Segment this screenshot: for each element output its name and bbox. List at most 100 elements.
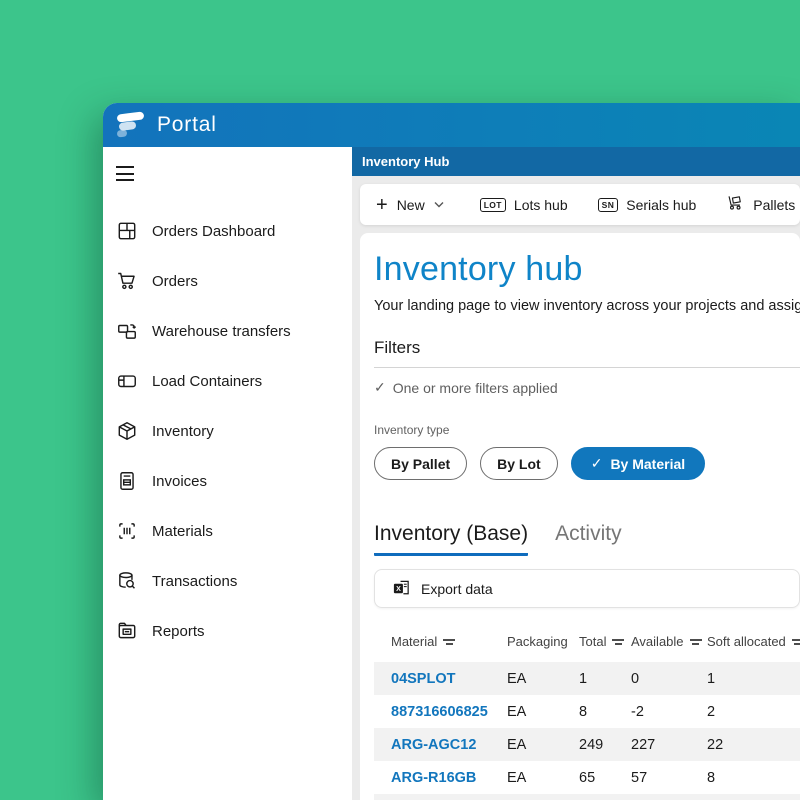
material-link[interactable]: ARG-AGC12	[391, 736, 477, 753]
page-title: Inventory hub	[374, 250, 583, 288]
tab-inventory-base[interactable]: Inventory (Base)	[374, 522, 529, 556]
sidebar-item-invoices[interactable]: Invoices	[103, 456, 352, 506]
chip-label: By Material	[610, 455, 686, 472]
column-header-packaging[interactable]: Packaging	[499, 628, 571, 662]
page-header-band: Inventory Hub	[352, 147, 800, 176]
toolbar-button-label: Serials hub	[626, 196, 697, 213]
filters-heading: Filters	[374, 338, 800, 368]
sidebar-item-reports[interactable]: Reports	[103, 606, 352, 656]
load-containers-icon	[116, 370, 138, 392]
toolbar-button-label: Pallets hub	[753, 196, 800, 213]
table-cell: -2	[631, 703, 644, 720]
sidebar-item-orders[interactable]: Orders	[103, 256, 352, 306]
orders-dashboard-icon	[116, 220, 138, 242]
sidebar-item-orders-dashboard[interactable]: Orders Dashboard	[103, 206, 352, 256]
sidebar-item-label: Reports	[152, 622, 205, 640]
column-header-available[interactable]: Available	[623, 628, 702, 662]
sidebar-item-label: Orders	[152, 272, 198, 290]
filter-icon[interactable]	[689, 637, 702, 646]
command-bar: + New LOT Lots hub SN Serials hub Pallets hu…	[360, 184, 800, 225]
table-cell: 8	[707, 769, 716, 786]
table-row: 04SPLOT EA 1 0 1	[374, 662, 800, 695]
table-cell: 0	[631, 670, 640, 687]
sidebar-item-label: Invoices	[152, 472, 208, 490]
sidebar-item-materials[interactable]: Materials	[103, 506, 352, 556]
toolbar-button-label: Lots hub	[513, 196, 568, 213]
portal-logo-icon	[116, 111, 145, 138]
sidebar-item-label: Load Containers	[152, 372, 263, 390]
serials-hub-button[interactable]: SN Serials hub	[597, 196, 697, 213]
table-row: ARG-AGC12 EA 249 227 22	[374, 728, 800, 761]
transactions-icon	[116, 570, 138, 592]
reports-icon	[116, 620, 138, 642]
inventory-box-icon	[116, 420, 138, 442]
table-cell: EA	[507, 670, 527, 687]
new-button[interactable]: + New	[376, 195, 444, 215]
column-header-material[interactable]: Material	[374, 628, 499, 662]
sidebar-item-label: Inventory	[152, 422, 214, 440]
page-subtitle: Your landing page to view inventory acro…	[374, 298, 800, 314]
column-header-total[interactable]: Total	[571, 628, 625, 662]
lot-badge-icon: LOT	[479, 197, 506, 212]
plus-icon: +	[376, 193, 388, 216]
filter-icon[interactable]	[443, 637, 456, 646]
app-title: Portal	[157, 113, 217, 136]
inventory-type-chips: By Pallet By Lot ✓ By Material	[374, 447, 800, 480]
sidebar-item-load-containers[interactable]: Load Containers	[103, 356, 352, 406]
chip-by-pallet[interactable]: By Pallet	[374, 447, 468, 480]
excel-file-icon: X	[393, 580, 409, 595]
sidebar-item-label: Orders Dashboard	[152, 222, 276, 240]
pallet-truck-icon	[726, 193, 745, 217]
material-link[interactable]: 04SPLOT	[391, 670, 456, 687]
sidebar-item-label: Warehouse transfers	[152, 322, 291, 340]
sidebar-item-label: Materials	[152, 522, 213, 540]
content-card: Inventory hub Your landing page to view …	[360, 233, 800, 800]
table-cell: 227	[631, 736, 656, 753]
sidebar: Orders Dashboard Orders Warehouse transfer…	[103, 147, 352, 800]
inventory-table: Material Packaging Total Available Soft allo…	[374, 628, 800, 800]
sn-badge-icon: SN	[597, 197, 619, 212]
table-cell: EA	[507, 703, 527, 720]
chip-by-lot[interactable]: By Lot	[480, 447, 558, 480]
material-link[interactable]: 887316606825	[391, 703, 488, 720]
hamburger-icon[interactable]	[103, 160, 147, 190]
tab-activity[interactable]: Activity	[555, 522, 622, 545]
table-cell: EA	[507, 736, 527, 753]
sidebar-item-inventory[interactable]: Inventory	[103, 406, 352, 456]
lots-hub-button[interactable]: LOT Lots hub	[479, 196, 568, 213]
material-link[interactable]: ARG-R8GB	[374, 794, 499, 800]
checkmark-icon: ✓	[590, 455, 603, 471]
chevron-down-icon	[434, 202, 444, 208]
svg-text:X: X	[396, 585, 401, 593]
filters-status: ✓ One or more filters applied	[374, 379, 558, 396]
sidebar-item-transactions[interactable]: Transactions	[103, 556, 352, 606]
table-row: 887316606825 EA 8 -2 2	[374, 695, 800, 728]
table-cell: EA	[499, 794, 571, 800]
filter-icon[interactable]	[612, 637, 625, 646]
chip-label: By Lot	[497, 455, 541, 472]
table-cell: 8	[579, 703, 588, 720]
column-header-label: Available	[631, 634, 684, 649]
top-bar: Portal	[103, 103, 800, 147]
chip-by-material[interactable]: ✓ By Material	[570, 447, 706, 480]
filter-icon[interactable]	[791, 637, 800, 646]
column-header-label: Packaging	[507, 634, 568, 649]
tab-row: Inventory (Base) Activity	[374, 522, 800, 556]
main-area: Inventory Hub + New LOT Lots hub SN Serials…	[352, 147, 800, 800]
export-data-button[interactable]: X Export data	[374, 569, 800, 608]
material-link[interactable]: ARG-R16GB	[391, 769, 477, 786]
warehouse-transfers-icon	[116, 320, 138, 342]
invoices-icon	[116, 470, 138, 492]
column-header-soft-allocated[interactable]: Soft allocated	[699, 628, 800, 662]
pallets-hub-button[interactable]: Pallets hub	[726, 193, 800, 217]
table-cell: 2	[707, 703, 716, 720]
table-cell: 20	[571, 794, 623, 800]
materials-barcode-icon	[116, 520, 138, 542]
checkmark-icon: ✓	[374, 379, 386, 395]
page-header-title: Inventory Hub	[362, 154, 450, 169]
table-cell: 19	[623, 794, 699, 800]
table-cell: 65	[579, 769, 596, 786]
sidebar-item-warehouse-transfers[interactable]: Warehouse transfers	[103, 306, 352, 356]
column-header-label: Total	[579, 634, 607, 649]
table-cell: 57	[631, 769, 648, 786]
